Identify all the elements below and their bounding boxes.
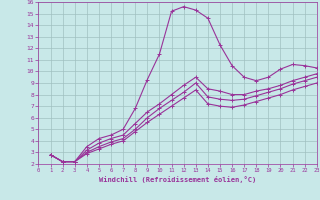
X-axis label: Windchill (Refroidissement éolien,°C): Windchill (Refroidissement éolien,°C) [99,176,256,183]
